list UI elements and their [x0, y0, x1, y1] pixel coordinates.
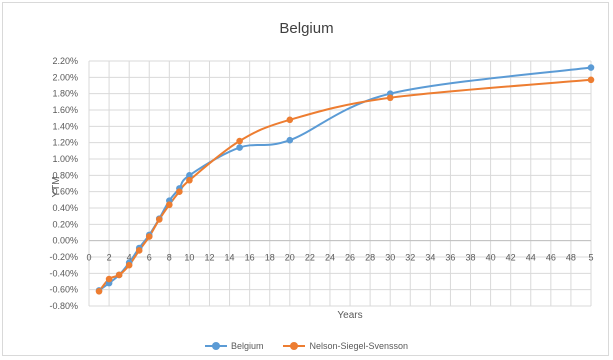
legend: Belgium Nelson-Siegel-Svensson [0, 341, 613, 351]
data-point-1 [145, 233, 153, 240]
x-tick-labels: 0 2 4 6 8 10 12 14 16 18 20 22 24 26 28 30 32 34 36 38 40 42 4… [86, 253, 593, 263]
x-tick-label: 8 [167, 253, 172, 263]
y-tick-label: 0.00% [52, 236, 78, 246]
y-tick-label: 1.00% [52, 154, 78, 164]
data-point-0 [236, 144, 243, 151]
y-tick-label: 1.60% [52, 105, 78, 115]
data-point-1 [166, 201, 173, 209]
x-tick-label: 38 [466, 253, 476, 263]
x-tick-label: 24 [325, 253, 335, 263]
y-tick-label: 0.60% [52, 187, 78, 197]
legend-marker-nss [283, 342, 306, 350]
chart-title: Belgium [279, 20, 334, 37]
data-point-1 [155, 216, 163, 223]
data-point-0 [587, 64, 595, 71]
y-tick-labels: -0.80% -0.60% -0.40% -0.20% 0.00% 0.20% 0.40% 0… [49, 56, 78, 311]
data-point-1 [236, 137, 243, 145]
legend-marker-belgium [204, 342, 227, 350]
x-tick-label: 5 [588, 253, 593, 263]
data-point-1 [286, 116, 294, 124]
x-tick-label: 16 [245, 253, 255, 263]
y-tick-label: 0.40% [52, 203, 78, 213]
x-tick-label: 18 [265, 253, 275, 263]
y-tick-label: 1.80% [52, 89, 78, 99]
x-tick-label: 0 [86, 253, 91, 263]
x-tick-label: 46 [546, 253, 556, 263]
y-axis-label: YTM [51, 176, 62, 197]
x-tick-label: 14 [225, 253, 235, 263]
data-point-1 [587, 76, 595, 84]
data-point-1 [186, 176, 193, 184]
x-tick-label: 2 [107, 253, 112, 263]
data-point-1 [105, 275, 113, 283]
horizontal-gridlines [89, 60, 591, 307]
legend-label-nss: Nelson-Siegel-Svensson [309, 341, 409, 351]
data-point-1 [386, 94, 394, 102]
y-tick-label: 0.80% [52, 170, 78, 180]
data-point-1 [95, 288, 103, 295]
x-tick-label: 36 [445, 253, 455, 263]
x-tick-label: 48 [566, 253, 576, 263]
series-points [95, 64, 595, 295]
x-tick-label: 6 [147, 253, 152, 263]
x-tick-label: 34 [425, 253, 435, 263]
x-tick-label: 40 [486, 253, 496, 263]
y-tick-label: -0.80% [49, 301, 78, 311]
y-tick-label: 1.40% [52, 121, 78, 131]
y-tick-label: 2.20% [52, 56, 78, 66]
data-point-1 [125, 261, 133, 269]
x-tick-label: 26 [345, 253, 355, 263]
x-tick-label: 30 [385, 253, 395, 263]
x-tick-label: 4 [127, 253, 132, 263]
x-tick-label: 22 [305, 253, 315, 263]
x-axis-label: Years [337, 310, 362, 321]
data-point-0 [286, 136, 294, 144]
x-tick-label: 42 [506, 253, 516, 263]
x-tick-label: 10 [184, 253, 194, 263]
data-point-1 [135, 247, 143, 254]
y-tick-label: 0.20% [52, 219, 78, 229]
data-point-1 [115, 271, 123, 279]
y-tick-label: 2.00% [52, 72, 78, 82]
legend-item-belgium: Belgium [204, 341, 264, 351]
y-tick-label: -0.40% [49, 268, 78, 278]
y-tick-label: -0.60% [49, 285, 78, 295]
x-tick-label: 12 [204, 253, 214, 263]
legend-label-belgium: Belgium [230, 341, 264, 351]
vertical-gridlines [88, 61, 592, 306]
y-tick-label: 1.20% [52, 138, 78, 148]
data-point-1 [176, 188, 183, 195]
y-tick-label: -0.20% [49, 252, 78, 262]
x-tick-label: 28 [365, 253, 375, 263]
x-tick-label: 20 [285, 253, 295, 263]
legend-item-nss: Nelson-Siegel-Svensson [283, 341, 408, 351]
data-point-0 [186, 172, 193, 179]
x-tick-label: 32 [405, 253, 415, 263]
x-tick-label: 44 [526, 253, 536, 263]
